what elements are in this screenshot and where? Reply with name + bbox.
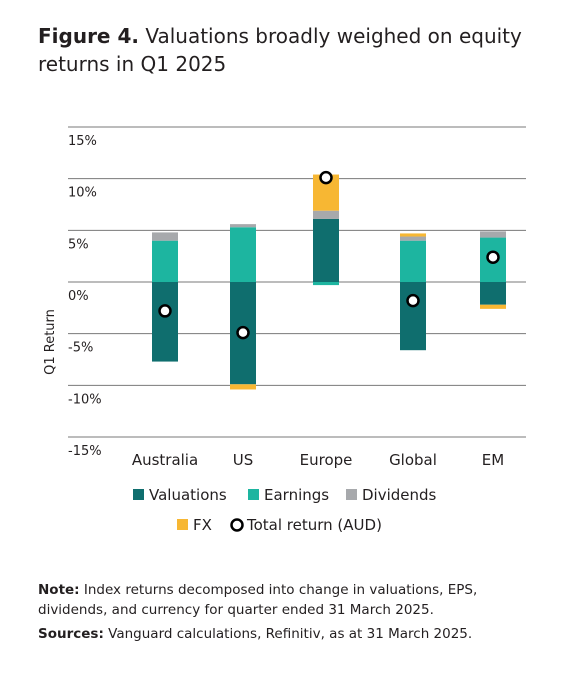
legend-label-valuations: Valuations [149,486,227,504]
y-tick-label: -15% [68,444,102,459]
total-return-marker-em [486,250,500,264]
figure-notes: Note: Index returns decomposed into chan… [38,580,543,648]
note-text: Index returns decomposed into change in … [38,582,478,618]
sources: Sources: Vanguard calculations, Refiniti… [38,624,543,644]
legend-label-total-return: Total return (AUD) [246,516,382,534]
bar-dividends-us [230,224,256,228]
bar-earnings-australia [152,240,178,282]
bar-earnings-us [230,227,256,282]
bar-valuations-em [480,282,506,305]
sources-label: Sources: [38,626,104,642]
stacked-bar-chart: 15% 10% 5% 0% -5% -10% -15% Q1 Return Australi… [43,126,526,534]
bar-earnings-europe [313,282,339,286]
y-tick-label: 0% [68,289,89,304]
y-axis-label: Q1 Return [43,309,58,375]
bar-earnings-global [400,240,426,282]
total-return-markers [158,170,500,340]
x-tick-label: EM [482,451,504,469]
x-tick-label: Europe [300,451,353,469]
bar-dividends-em [480,231,506,238]
legend-label-dividends: Dividends [362,486,437,504]
total-return-marker-us [236,325,250,340]
total-return-marker-europe [319,170,333,185]
total-return-marker-global [406,293,420,308]
bars [152,174,506,390]
note-label: Note: [38,582,80,598]
legend: Valuations Earnings Dividends FX Total retur… [133,486,437,534]
legend-swatch-dividends [346,489,357,500]
bar-fx-global [400,233,426,237]
gridlines [68,126,526,438]
legend-swatch-valuations [133,489,144,500]
y-tick-label: 15% [68,134,97,149]
figure-label: Figure 4. [38,24,139,48]
y-axis-tick-labels: 15% 10% 5% 0% -5% -10% -15% [68,134,102,459]
legend-label-fx: FX [193,516,212,534]
bar-dividends-europe [313,210,339,219]
bar-valuations-australia [152,282,178,362]
legend-swatch-earnings [248,489,259,500]
bar-dividends-global [400,236,426,241]
y-tick-label: -10% [68,392,102,407]
legend-swatch-fx [177,519,188,530]
bar-valuations-global [400,282,426,351]
figure-title-text: Valuations broadly weighed on equity ret… [38,24,522,76]
legend-label-earnings: Earnings [264,486,329,504]
total-return-marker-australia [158,304,172,318]
x-tick-label: US [233,451,254,469]
bar-fx-em [480,304,506,309]
y-tick-label: 10% [68,186,97,201]
bar-dividends-australia [152,232,178,241]
y-tick-label: 5% [68,237,89,252]
x-tick-label: Global [389,451,437,469]
x-axis-tick-labels: Australia US Europe Global EM [132,451,504,469]
x-tick-label: Australia [132,451,198,469]
figure-title: Figure 4. Valuations broadly weighed on … [38,22,548,78]
bar-valuations-europe [313,218,339,282]
sources-text: Vanguard calculations, Refinitiv, as at … [103,626,473,642]
y-tick-label: -5% [68,341,93,356]
note: Note: Index returns decomposed into chan… [38,580,543,620]
bar-fx-us [230,384,256,390]
legend-marker-total-return [230,518,244,532]
